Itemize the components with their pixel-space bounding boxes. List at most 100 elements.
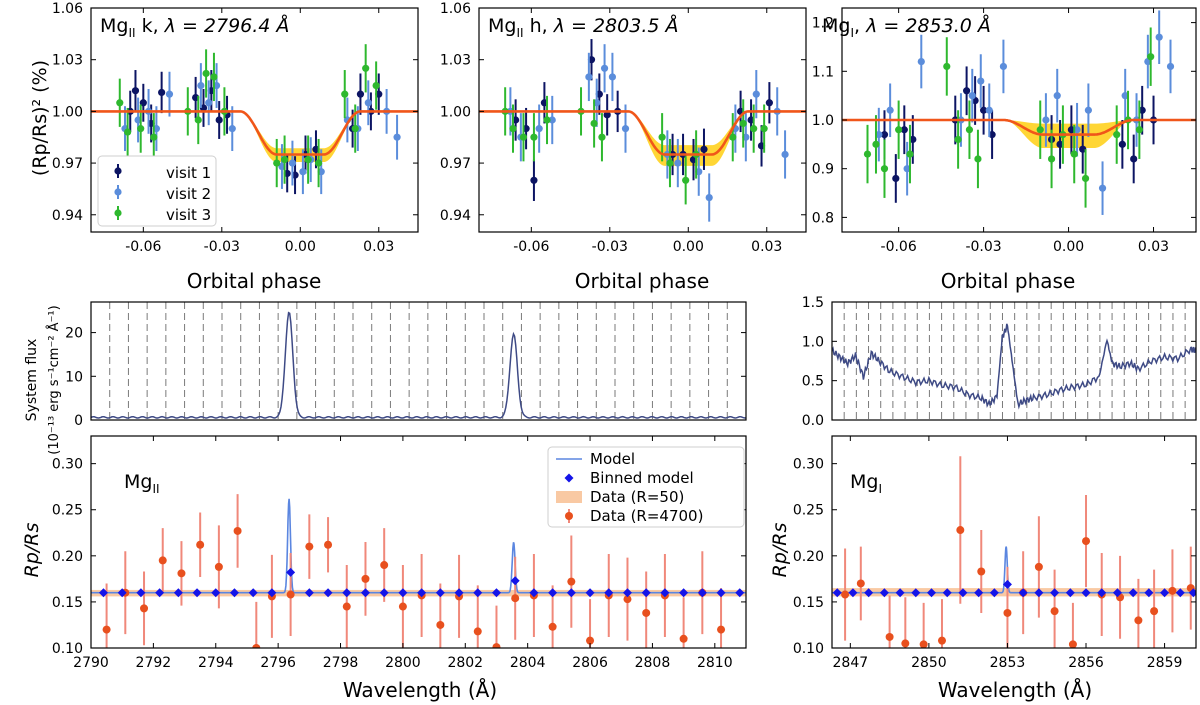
y-tick-label: 1.00 — [440, 104, 471, 120]
x-tick-label: 0.03 — [1138, 239, 1169, 255]
data-point-visit-2 — [585, 73, 593, 81]
plot-area — [91, 44, 418, 195]
plot-frame — [90, 7, 419, 233]
binned-model-diamond — [342, 588, 352, 598]
title-mgii-h: MgII h, λ = 2803.5 Å — [488, 14, 678, 40]
data-point-visit-3 — [598, 133, 606, 141]
x-tick-label: 0.03 — [363, 239, 394, 255]
y-tick-label: 0 — [74, 413, 83, 429]
data-point-visit-2 — [228, 125, 236, 133]
data-point-visit-3 — [590, 119, 598, 128]
data-point-visit-1 — [356, 90, 365, 98]
ylabel-transit-depth: (Rp/Rs)² (%) — [29, 60, 51, 176]
data-point-r4700 — [102, 625, 111, 634]
data-point-visit-3 — [954, 135, 962, 144]
x-tick-label: -0.03 — [592, 239, 628, 255]
y-tick-label: 0.97 — [52, 156, 83, 172]
binned-model-diamond — [879, 588, 889, 598]
data-point-visit-2 — [548, 116, 556, 124]
data-point-visit-2 — [205, 99, 213, 107]
data-point-r4700 — [324, 540, 333, 549]
y-tick-label: 0.10 — [52, 641, 83, 657]
binned-model-diamond — [641, 588, 651, 598]
binned-model-diamond — [417, 588, 427, 598]
data-point-r4700 — [919, 640, 928, 648]
data-point-visit-3 — [1047, 155, 1056, 163]
y-tick-label: 0.15 — [52, 595, 83, 611]
data-point-r4700 — [1150, 607, 1159, 616]
legend-spectrum-markers — [556, 458, 582, 523]
binned-model-diamond — [473, 588, 483, 598]
legend-band-label: Data (R=50) — [590, 488, 684, 506]
binned-model-diamond — [1002, 579, 1012, 589]
system-flux-line — [91, 311, 746, 419]
data-point-visit-2 — [165, 90, 174, 98]
data-point-r4700 — [380, 561, 389, 570]
data-point-visit-3 — [124, 128, 132, 136]
binned-model-diamond — [155, 588, 165, 598]
y-tick-label: 1.2 — [812, 16, 834, 32]
data-point-visit-3 — [314, 159, 323, 167]
data-point-r4700 — [158, 556, 167, 565]
binned-model-diamond — [1112, 588, 1122, 598]
data-point-r4700 — [492, 643, 501, 648]
data-point-visit-3 — [880, 165, 889, 173]
plot-area — [842, 10, 1196, 215]
data-point-r4700 — [398, 602, 407, 611]
legend-pts-label: Data (R=4700) — [590, 507, 703, 525]
legend-visit-1-label: visit 1 — [166, 164, 211, 182]
data-point-visit-2 — [364, 99, 372, 107]
y-tick-label: 0.20 — [793, 549, 824, 565]
binned-model-diamond — [1097, 588, 1107, 598]
binned-model-diamond — [360, 588, 370, 598]
y-tick-label: 1.06 — [440, 1, 471, 17]
data-point-visit-3 — [739, 119, 747, 128]
y-tick-label: 0.20 — [52, 549, 83, 565]
data-point-visit-2 — [1155, 33, 1163, 41]
data-point-r4700 — [233, 526, 242, 535]
binned-model-diamond — [911, 588, 921, 598]
data-point-visit-1 — [880, 131, 889, 139]
binned-model-diamond — [974, 588, 984, 598]
binned-model-diamond — [958, 588, 968, 598]
x-tick-label: 2850 — [911, 655, 947, 671]
plot-frame — [90, 435, 747, 649]
binned-model-diamond — [548, 588, 558, 598]
binned-model-diamond — [211, 588, 221, 598]
data-point-visit-1 — [765, 99, 773, 107]
data-point-r4700 — [1034, 562, 1043, 571]
legend-visits: visit 1 visit 2 visit 3 — [97, 155, 217, 227]
transit-model-curve — [479, 110, 806, 156]
data-point-r4700 — [586, 636, 595, 645]
binned-model-diamond — [942, 588, 952, 598]
binned-model-diamond — [864, 588, 874, 598]
transit-model-curve — [842, 118, 1196, 136]
binned-model-diamond — [435, 588, 445, 598]
data-point-visit-1 — [963, 87, 971, 95]
binned-model-diamond — [585, 588, 595, 598]
binned-model-diamond — [1018, 588, 1028, 598]
data-point-r4700 — [1003, 608, 1012, 617]
data-point-r4700 — [140, 604, 149, 613]
binned-model-diamond — [454, 588, 464, 598]
binned-model-diamond — [192, 588, 202, 598]
data-point-visit-3 — [965, 126, 974, 134]
legend-binned-label: Binned model — [590, 469, 694, 487]
legend-visit-3-label: visit 3 — [166, 206, 211, 224]
binned-model-diamond — [267, 588, 277, 598]
data-point-visit-3 — [1113, 131, 1121, 139]
binned-model-diamond — [117, 588, 127, 598]
y-tick-label: 1.1 — [812, 64, 834, 80]
legend-band-patch — [556, 491, 582, 503]
binned-model-diamond — [136, 588, 146, 598]
data-point-visit-2 — [875, 131, 883, 139]
data-point-visit-3 — [509, 125, 517, 133]
x-tick-label: 2794 — [198, 655, 234, 671]
data-point-r4700 — [436, 620, 445, 629]
data-point-visit-3 — [974, 155, 982, 163]
data-point-visit-3 — [906, 150, 914, 158]
data-point-visit-1 — [1067, 126, 1075, 134]
x-tick-label: 2798 — [323, 655, 359, 671]
data-point-visit-3 — [351, 125, 359, 133]
data-point-visit-3 — [530, 133, 538, 141]
